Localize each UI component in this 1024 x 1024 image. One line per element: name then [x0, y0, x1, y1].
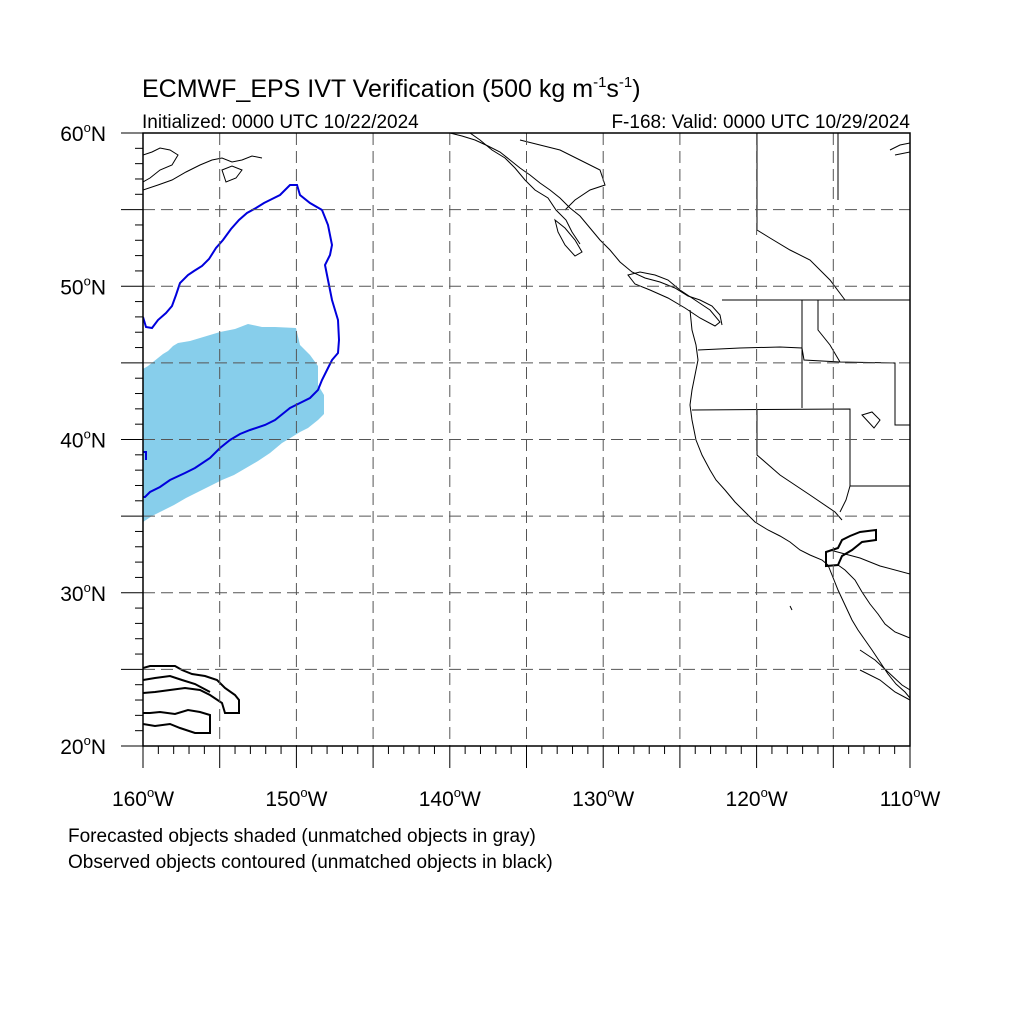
lon-label: 110oW [880, 785, 941, 811]
lat-label: 60oN [60, 120, 106, 146]
subtitle-valid: F-168: Valid: 0000 UTC 10/29/2024 [611, 112, 910, 133]
observed-unmatched-contours [143, 528, 877, 734]
footer-forecast-note: Forecasted objects shaded (unmatched obj… [68, 826, 536, 847]
lon-label: 150oW [265, 785, 327, 811]
axis-ticks [121, 132, 911, 768]
lat-label: 40oN [60, 427, 106, 453]
lon-label: 140oW [419, 785, 481, 811]
lon-label: 160oW [112, 785, 174, 811]
lat-label: 30oN [60, 580, 106, 606]
lon-label: 130oW [572, 785, 634, 811]
lat-label: 20oN [60, 733, 106, 759]
observed-object-fragment [143, 451, 147, 460]
longitude-labels: 160oW 150oW 140oW 130oW 120oW 110oW [112, 785, 941, 811]
grid-lines [143, 133, 910, 746]
footer-observed-note: Observed objects contoured (unmatched ob… [68, 852, 553, 873]
latitude-labels: 60oN 50oN 40oN 30oN 20oN [60, 120, 106, 759]
subtitle-initialized: Initialized: 0000 UTC 10/22/2024 [142, 112, 419, 133]
map-title: ECMWF_EPS IVT Verification (500 kg m-1s-… [142, 74, 641, 103]
observed-object-matched-contour [143, 184, 341, 498]
coastlines-and-borders [143, 133, 910, 701]
lat-label: 50oN [60, 273, 106, 299]
forecast-object-shaded [143, 324, 324, 522]
lon-label: 120oW [726, 785, 788, 811]
